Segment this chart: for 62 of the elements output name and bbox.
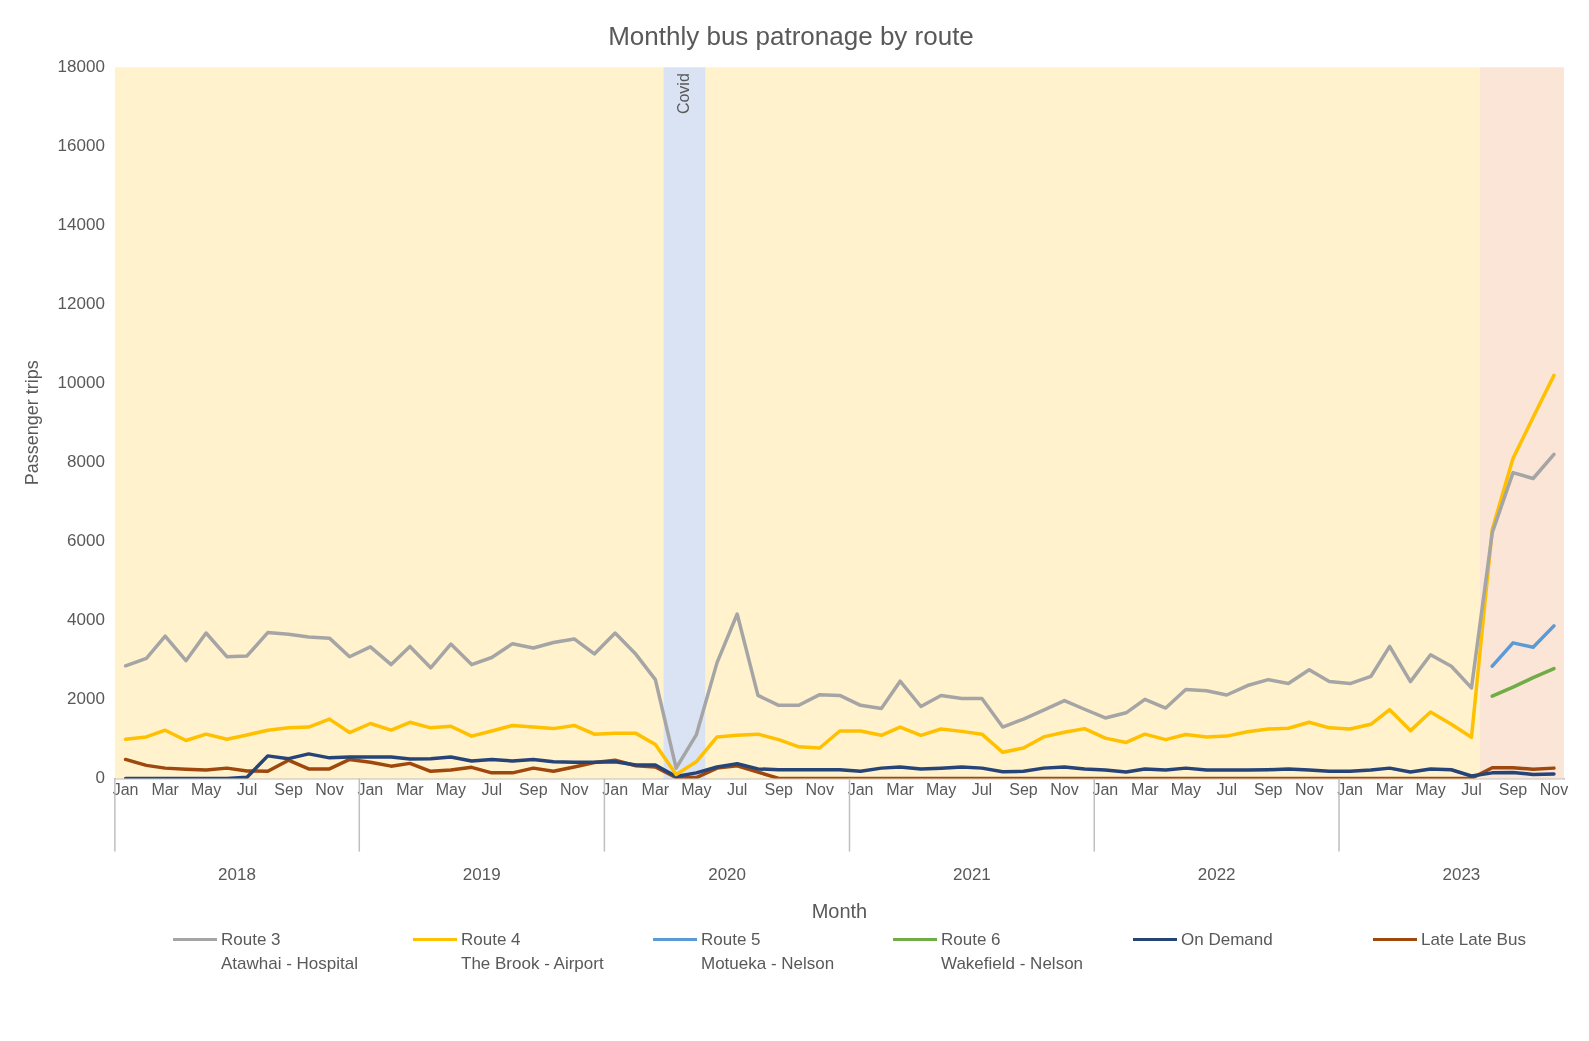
x-tick-label: May: [435, 781, 466, 799]
x-tick-label: Mar: [1375, 781, 1405, 799]
x-tick-label: Sep: [1009, 781, 1038, 799]
chart-title: Monthly bus patronage by route: [608, 20, 974, 51]
x-tick-label: Jan: [847, 781, 874, 799]
y-tick-label: 2000: [67, 689, 105, 709]
legend-label: On Demand: [1181, 929, 1273, 951]
legend-label: Route 3 Atawhai - Hospital: [221, 929, 359, 975]
x-tick-label: Jul: [236, 781, 258, 799]
y-tick-label: 6000: [67, 531, 105, 551]
legend-label: Route 6 Wakefield - Nelson: [941, 929, 1084, 975]
x-tick-label: Jan: [1092, 781, 1119, 799]
x2-tick-label: 2020: [708, 865, 747, 885]
y-tick-label: 8000: [67, 452, 105, 471]
x-tick-label: Nov: [559, 781, 589, 799]
x-tick-label: Jan: [357, 781, 384, 799]
y-axis-title: Passenger trips: [21, 360, 42, 486]
x-tick-label: Sep: [274, 781, 303, 799]
x-tick-label: Jul: [1216, 781, 1237, 799]
y-tick-label: 14000: [57, 214, 105, 234]
x2-tick-label: 2023: [1442, 865, 1481, 885]
x-tick-label: May: [1170, 781, 1201, 799]
x-tick-label: Sep: [1254, 781, 1283, 799]
x-tick-label: Jul: [481, 781, 502, 799]
x-tick-label: Mar: [886, 781, 915, 799]
x-tick-label: May: [925, 781, 957, 799]
x-tick-label: May: [190, 781, 222, 799]
x-tick-label: Jul: [1461, 781, 1482, 799]
x-tick-label: Nov: [1050, 781, 1079, 799]
x-tick-label: Nov: [315, 781, 344, 799]
x-tick-label: May: [1415, 781, 1446, 799]
x-tick-label: Mar: [641, 781, 670, 799]
x-tick-label: Jul: [726, 781, 748, 799]
x-tick-label: Mar: [151, 781, 180, 799]
y-tick-label: 4000: [67, 610, 105, 630]
legend-label: Route 5 Motueka - Nelson: [701, 929, 835, 975]
x2-tick-label: 2019: [462, 865, 501, 885]
x-tick-label: Nov: [1539, 781, 1569, 799]
x-tick-label: Sep: [519, 781, 548, 799]
x-tick-label: Mar: [1131, 781, 1160, 799]
legend-label: Route 4 The Brook - Airport: [461, 929, 604, 975]
x-tick-label: May: [681, 781, 712, 799]
y-tick-label: 16000: [57, 135, 105, 155]
x2-tick-label: 2022: [1197, 865, 1236, 885]
x-tick-label: Jan: [1337, 781, 1363, 799]
legend-label: Late Late Bus: [1421, 929, 1526, 951]
x2-tick-label: 2018: [218, 865, 256, 885]
y-tick-label: 10000: [57, 372, 105, 392]
y-tick-label: 0: [95, 768, 105, 788]
x-tick-label: Mar: [396, 781, 425, 799]
x-tick-label: Jan: [112, 781, 139, 799]
x-tick-label: Jan: [602, 781, 629, 799]
band-label: Covid: [674, 73, 692, 115]
x-axis-title: Month: [811, 899, 868, 922]
y-tick-label: 18000: [57, 56, 105, 76]
x-tick-label: Nov: [805, 781, 834, 799]
x-tick-label: Nov: [1294, 781, 1324, 799]
y-tick-label: 12000: [57, 293, 105, 313]
x2-tick-label: 2021: [952, 865, 991, 885]
x-tick-label: Jul: [971, 781, 993, 799]
x-tick-label: Sep: [1498, 781, 1528, 799]
x-tick-label: Sep: [764, 781, 794, 799]
